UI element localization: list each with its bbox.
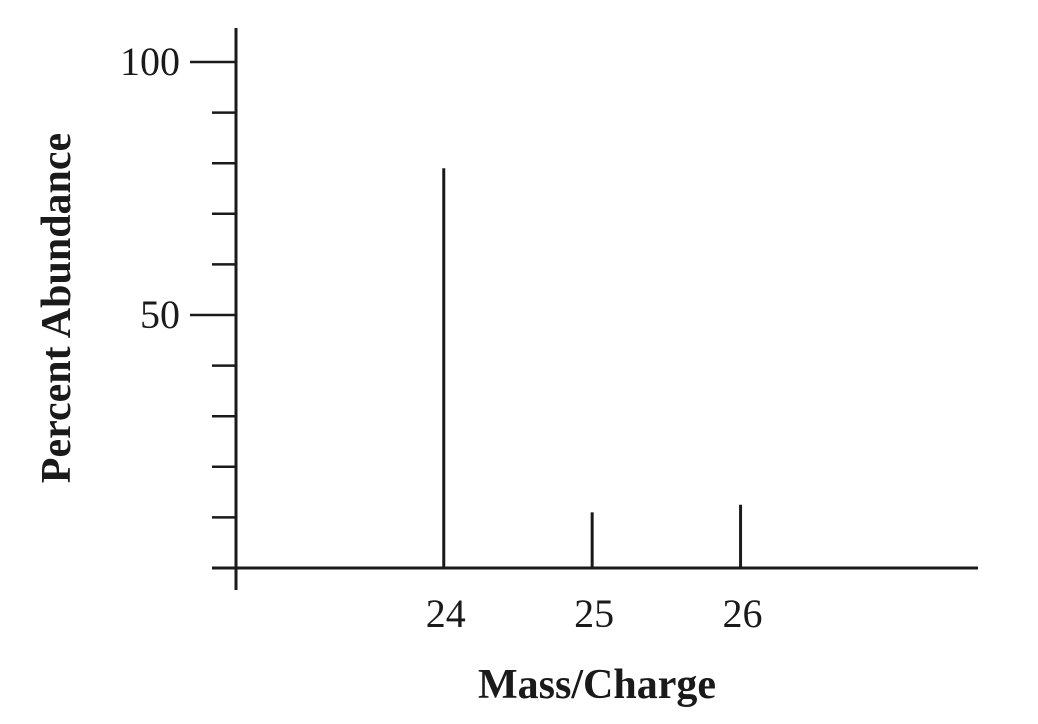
y-tick-label: 50	[140, 292, 180, 337]
x-axis-title: Mass/Charge	[478, 662, 716, 708]
y-tick-label: 100	[120, 39, 180, 84]
y-axis-title: Percent Abundance	[34, 133, 80, 483]
x-tick-label: 25	[574, 591, 614, 636]
y-axis-ticks: 50 100	[120, 39, 236, 519]
data-bars	[442, 168, 743, 568]
x-tick-label: 24	[426, 591, 466, 636]
x-axis-ticks: 24 25 26	[426, 591, 763, 636]
axes	[212, 28, 978, 590]
x-tick-label: 26	[723, 591, 763, 636]
